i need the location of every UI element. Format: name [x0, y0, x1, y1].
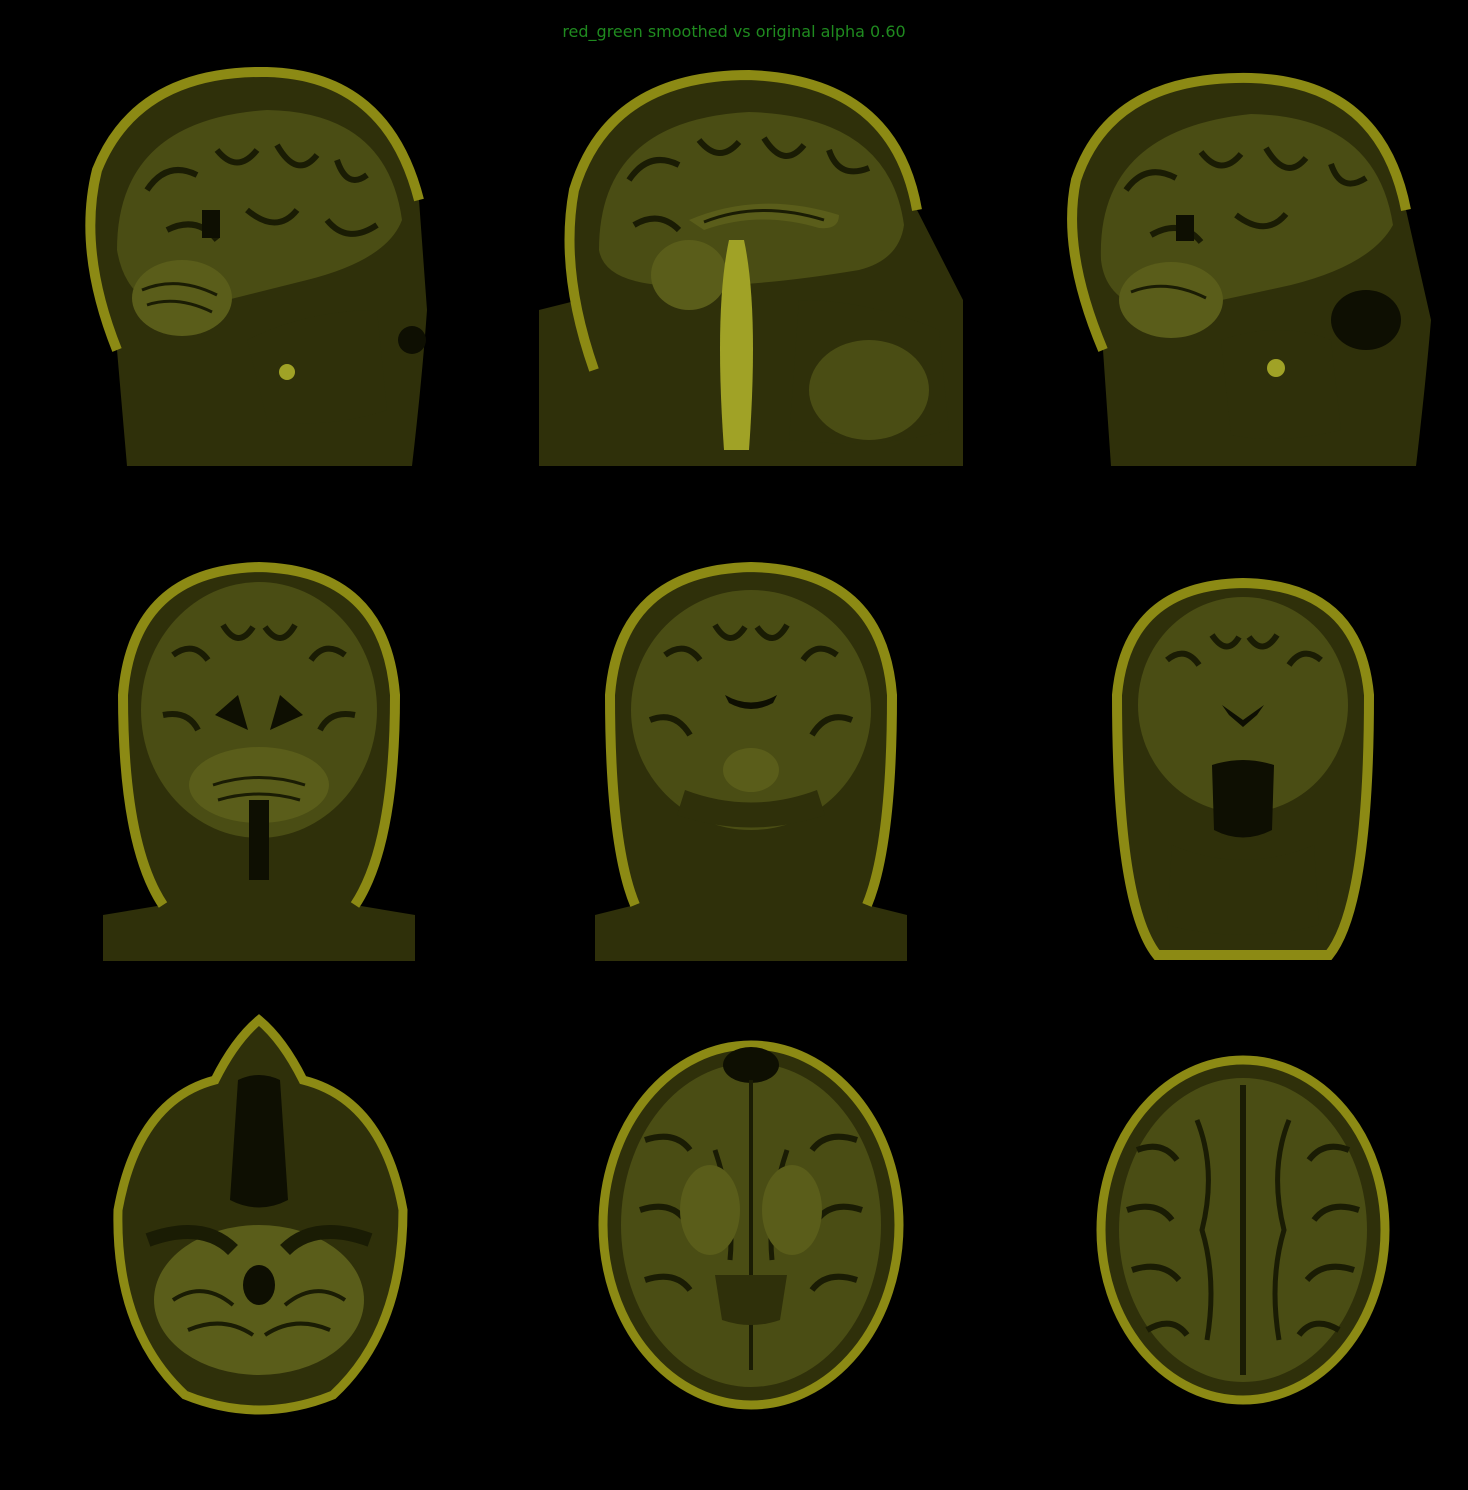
axial-brain-slice-icon	[103, 1010, 415, 1426]
figure-title: red_green smoothed vs original alpha 0.6…	[562, 22, 906, 41]
coronal-brain-slice-icon	[1087, 545, 1399, 961]
coronal-slice-1	[103, 545, 415, 961]
sagittal-slice-3	[1031, 50, 1451, 466]
coronal-slice-3	[1087, 545, 1399, 961]
sagittal-brain-slice-icon	[47, 50, 465, 466]
axial-slice-3	[1087, 1010, 1399, 1426]
axial-brain-slice-icon	[595, 1010, 907, 1426]
sagittal-brain-slice-icon	[1031, 50, 1451, 466]
sagittal-brain-slice-icon	[539, 50, 963, 466]
axial-slice-1	[103, 1010, 415, 1426]
axial-slice-2	[595, 1010, 907, 1426]
axial-brain-slice-icon	[1087, 1010, 1399, 1426]
coronal-slice-2	[595, 545, 907, 961]
coronal-brain-slice-icon	[103, 545, 415, 961]
coronal-brain-slice-icon	[595, 545, 907, 961]
sagittal-slice-1	[47, 50, 465, 466]
sagittal-slice-2	[539, 50, 963, 466]
